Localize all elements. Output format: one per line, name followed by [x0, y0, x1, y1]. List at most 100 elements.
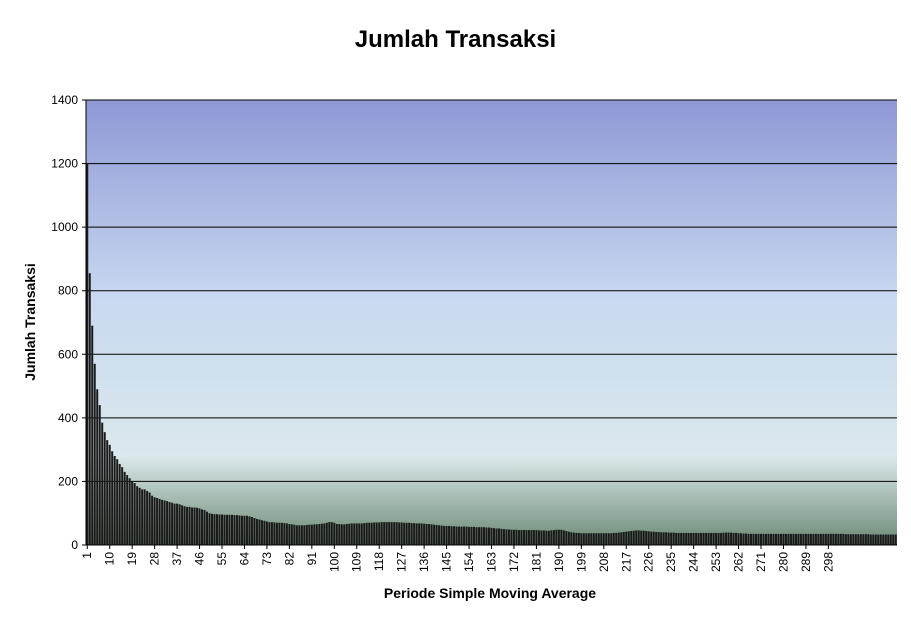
bar: [268, 522, 271, 545]
x-tick-label: 136: [417, 552, 431, 572]
bar: [443, 525, 446, 545]
bar: [260, 520, 263, 545]
bar: [275, 522, 278, 545]
bar: [186, 506, 189, 545]
bar: [161, 499, 164, 545]
bar: [809, 533, 812, 545]
bar: [158, 498, 161, 545]
bar: [483, 527, 486, 545]
bar: [300, 525, 303, 545]
bar: [375, 522, 378, 545]
bar: [627, 531, 630, 545]
bar: [540, 530, 543, 545]
bar: [662, 532, 665, 545]
bar: [552, 530, 555, 545]
bar: [817, 533, 820, 545]
bar: [834, 533, 837, 545]
bar: [575, 532, 578, 545]
x-tick-label: 73: [260, 552, 274, 566]
bar: [665, 532, 668, 545]
bar: [877, 534, 880, 545]
bar: [358, 523, 361, 545]
bar: [617, 532, 620, 545]
x-tick-label: 64: [237, 552, 251, 566]
bar: [196, 507, 199, 545]
bar: [340, 524, 343, 545]
bar: [597, 533, 600, 545]
bar: [635, 530, 638, 545]
bar: [550, 530, 553, 545]
bar: [777, 533, 780, 545]
bar: [702, 532, 705, 545]
gridlines: [86, 99, 897, 482]
bar: [510, 529, 513, 545]
bar: [844, 534, 847, 545]
bar: [88, 273, 91, 545]
bar: [590, 533, 593, 545]
bar: [445, 525, 448, 545]
bar: [450, 526, 453, 545]
bar: [208, 513, 211, 545]
bar: [270, 522, 273, 545]
bar: [448, 525, 451, 545]
bar: [715, 532, 718, 545]
bar: [847, 534, 850, 545]
bar: [637, 530, 640, 545]
bar: [373, 522, 376, 545]
bar: [562, 530, 565, 545]
bar: [767, 533, 770, 545]
bar: [360, 523, 363, 545]
bar: [428, 524, 431, 545]
x-tick-label: 271: [754, 552, 768, 572]
bar: [315, 524, 318, 545]
x-tick-label: 109: [350, 552, 364, 572]
bar: [385, 522, 388, 545]
bar: [218, 514, 221, 545]
bar: [141, 489, 144, 545]
bar: [143, 489, 146, 545]
y-tick-label: 1200: [51, 157, 78, 171]
bar: [343, 524, 346, 545]
bar: [645, 531, 648, 545]
bar: [750, 533, 753, 545]
bar: [712, 532, 715, 545]
bar: [333, 522, 336, 545]
bar: [453, 526, 456, 545]
bar: [193, 507, 196, 545]
bar: [517, 530, 520, 545]
bar: [113, 456, 116, 545]
bar: [779, 533, 782, 545]
bar: [198, 508, 201, 545]
bar: [862, 534, 865, 545]
bar: [413, 523, 416, 545]
bar: [612, 532, 615, 545]
bar: [415, 523, 418, 545]
bar: [181, 505, 184, 545]
bar: [191, 507, 194, 545]
bar: [727, 532, 730, 545]
x-tick-label: 100: [327, 552, 341, 572]
bar: [867, 534, 870, 545]
bar: [363, 523, 366, 545]
bar: [892, 534, 895, 545]
bar: [365, 522, 368, 545]
bar: [378, 522, 381, 545]
bar: [283, 523, 286, 545]
bar: [697, 532, 700, 545]
bar: [425, 524, 428, 545]
bar: [93, 363, 96, 545]
x-tick-label: 154: [462, 552, 476, 572]
bar: [672, 532, 675, 545]
bar: [350, 523, 353, 545]
bar: [318, 524, 321, 545]
y-tick-label: 0: [71, 538, 78, 552]
bar: [310, 524, 313, 545]
bar: [784, 533, 787, 545]
bar: [148, 492, 151, 545]
bar: [567, 531, 570, 545]
bar: [323, 523, 326, 545]
x-tick-label: 217: [619, 552, 633, 572]
bar: [769, 533, 772, 545]
bar: [814, 533, 817, 545]
bar: [572, 532, 575, 545]
